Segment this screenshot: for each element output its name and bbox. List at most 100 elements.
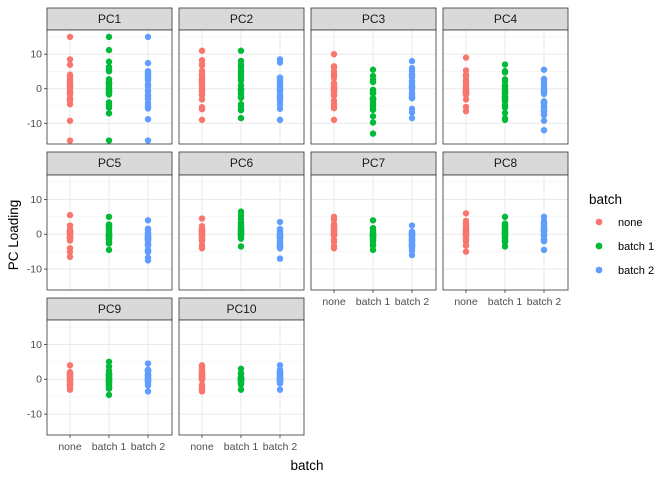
data-point-batch-1 (369, 230, 377, 237)
data-point-batch-1 (237, 370, 245, 377)
data-point-none (66, 235, 74, 242)
facet-strip-label: PC5 (98, 156, 122, 170)
data-point-batch-2 (276, 377, 284, 384)
facet-strip-label: PC3 (362, 12, 386, 26)
data-point-none (462, 88, 470, 96)
panel-border (46, 29, 173, 145)
data-point-batch-2 (276, 218, 284, 226)
data-point-batch-1 (237, 57, 245, 65)
data-point-batch-2 (408, 105, 416, 113)
data-point-batch-1 (237, 243, 245, 250)
y-tick-label: 10 (30, 339, 42, 351)
data-point-batch-1 (105, 58, 113, 65)
data-point-batch-2 (540, 105, 548, 112)
data-point-none (198, 116, 206, 124)
data-point-none (462, 83, 470, 91)
data-point-none (198, 77, 206, 84)
data-point-batch-1 (105, 76, 113, 83)
facet-panel-pc1: PC1 -10 0 10 (27, 7, 173, 145)
data-point-batch-2 (276, 245, 284, 252)
data-point-batch-1 (369, 235, 377, 242)
data-point-batch-1 (237, 114, 245, 122)
data-point-batch-2 (408, 114, 416, 122)
data-point-batch-2 (540, 126, 548, 134)
data-point-batch-1 (105, 375, 113, 382)
data-point-batch-1 (105, 358, 113, 366)
facet-strip-label: PC10 (226, 302, 256, 316)
panel-border (310, 29, 437, 145)
x-tick-label: batch 2 (131, 441, 166, 453)
facet-strip-label: PC1 (98, 12, 122, 26)
panel-border (442, 29, 569, 145)
y-tick-label: 0 (36, 374, 42, 386)
data-point-batch-2 (144, 233, 152, 241)
data-point-none (66, 80, 74, 87)
data-point-none (198, 47, 206, 54)
panel-border (178, 319, 305, 436)
facet-panel-pc3: PC3 (310, 7, 437, 145)
data-point-batch-1 (105, 110, 113, 117)
data-point-none (330, 102, 338, 109)
data-point-none (330, 74, 338, 82)
data-point-none (66, 95, 74, 103)
y-tick-label: 0 (36, 83, 42, 95)
data-point-none (462, 225, 470, 233)
data-point-batch-2 (408, 222, 416, 229)
data-point-batch-1 (237, 212, 245, 219)
data-point-batch-1 (369, 76, 377, 84)
x-tick-label: batch 2 (527, 296, 562, 308)
data-point-batch-2 (540, 226, 548, 234)
y-tick-label: 10 (30, 49, 42, 61)
data-point-batch-1 (105, 90, 113, 97)
facet-panel-pc10: PC10 none batch 1 batch 2 (178, 297, 305, 453)
data-point-batch-2 (276, 255, 284, 262)
legend-label: none (618, 217, 642, 229)
data-point-batch-1 (501, 235, 509, 242)
data-point-batch-2 (540, 87, 548, 95)
data-point-none (330, 242, 338, 250)
x-tick-label: batch 1 (224, 441, 259, 453)
x-tick-label: batch 1 (92, 441, 127, 453)
facet-panel-pc9: PC9 -10 0 10 none batch 1 batch 2 (27, 297, 173, 453)
data-point-none (198, 105, 206, 113)
facet-panel-pc7: PC7 none batch 1 batch 2 (310, 151, 437, 308)
panel-border (46, 319, 173, 436)
data-point-none (198, 67, 206, 75)
data-point-batch-2 (276, 78, 284, 86)
data-point-batch-2 (144, 227, 152, 234)
data-point-batch-1 (369, 217, 377, 224)
data-point-batch-1 (237, 230, 245, 237)
data-point-batch-2 (540, 246, 548, 254)
x-tick-label: batch 2 (263, 441, 298, 453)
data-point-none (66, 61, 74, 68)
data-point-batch-2 (144, 360, 152, 367)
y-tick-label: -10 (27, 264, 42, 276)
x-tick-label: none (190, 441, 214, 453)
data-point-none (66, 382, 74, 390)
data-point-none (330, 89, 338, 96)
data-point-batch-2 (144, 388, 152, 395)
data-point-batch-1 (237, 47, 245, 54)
facet-panel-pc5: PC5 -10 0 10 (27, 151, 173, 291)
data-point-batch-1 (501, 81, 509, 89)
data-point-batch-1 (369, 113, 377, 120)
data-point-batch-1 (105, 33, 113, 41)
data-point-batch-2 (144, 116, 152, 123)
data-point-batch-1 (369, 119, 377, 126)
data-point-none (198, 91, 206, 98)
x-tick-label: batch 1 (488, 296, 523, 308)
data-point-batch-2 (540, 117, 548, 124)
data-point-batch-1 (105, 85, 113, 92)
data-point-batch-1 (501, 230, 509, 238)
facet-strip-label: PC4 (494, 12, 518, 26)
data-point-batch-2 (276, 95, 284, 103)
data-point-batch-1 (237, 380, 245, 387)
x-tick-label: none (322, 296, 346, 308)
data-point-none (198, 215, 206, 222)
data-point-batch-2 (144, 217, 152, 224)
data-point-batch-1 (237, 74, 245, 81)
data-point-none (462, 236, 470, 244)
data-point-none (198, 242, 206, 249)
data-point-batch-2 (144, 33, 152, 41)
data-point-none (66, 253, 74, 261)
